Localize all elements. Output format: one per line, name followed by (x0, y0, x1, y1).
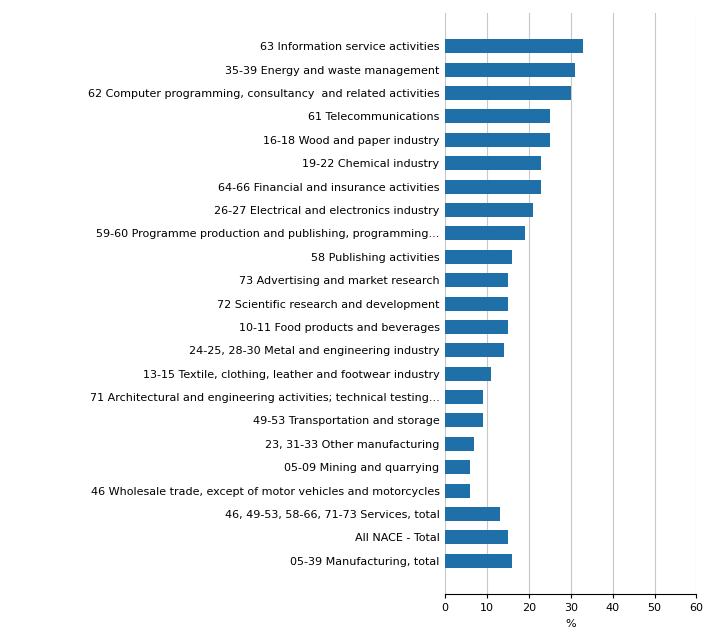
Bar (445, 343, 504, 357)
Bar (445, 133, 550, 147)
Bar (445, 86, 571, 100)
Bar (445, 437, 475, 451)
Bar (445, 250, 512, 264)
Bar (445, 530, 508, 544)
Bar (445, 156, 541, 170)
Bar (445, 320, 508, 334)
Bar (445, 63, 575, 77)
Bar (445, 390, 482, 404)
Bar (445, 39, 583, 53)
Bar (445, 507, 500, 521)
Bar (445, 460, 470, 474)
Bar (445, 296, 508, 311)
Bar (445, 554, 512, 568)
Bar (445, 226, 525, 240)
Bar (445, 203, 533, 217)
Bar (445, 180, 541, 194)
Bar (445, 273, 508, 287)
Bar (445, 413, 482, 427)
Bar (445, 484, 470, 498)
Bar (445, 109, 550, 123)
Bar (445, 367, 491, 381)
X-axis label: %: % (566, 619, 576, 629)
